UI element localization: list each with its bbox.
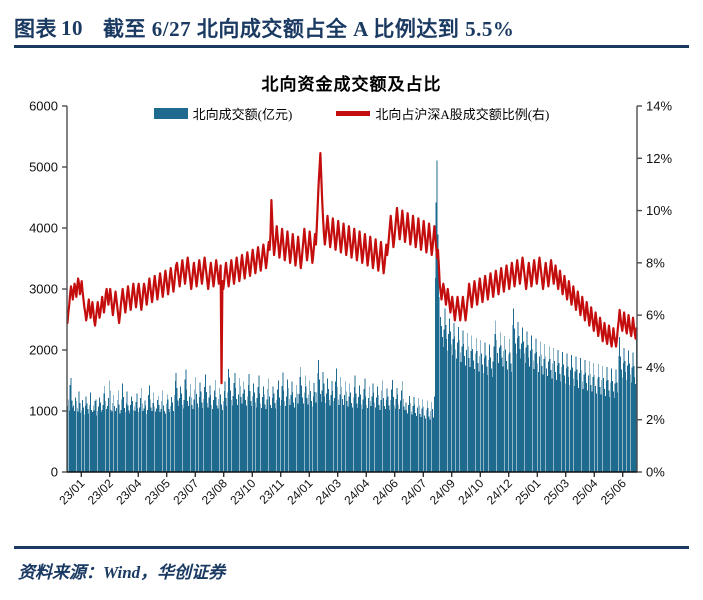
line-series — [66, 151, 638, 385]
y-tick-label-right: 14% — [646, 99, 672, 114]
x-tick-label: 23/11 — [256, 476, 287, 507]
x-tick-label: 24/10 — [455, 476, 486, 507]
header-divider — [14, 45, 689, 48]
x-tick-label: 23/07 — [170, 476, 201, 507]
legend-item-bar: 北向成交额(亿元) — [153, 104, 293, 123]
chart-legend: 北向成交额(亿元) 北向占沪深A股成交额比例(右) — [0, 104, 703, 123]
x-tick-label: 24/07 — [398, 476, 429, 507]
figure-label: 图表 — [14, 17, 57, 41]
chart-container: 北向资金成交额及占比 北向成交额(亿元) 北向占沪深A股成交额比例(右) 0 10… — [0, 52, 703, 542]
x-tick-label: 23/04 — [113, 476, 144, 507]
plot-area: 0 1000 2000 3000 4000 5000 6000 0% 2% 4% 6% 8% 10% 12… — [0, 52, 703, 542]
y-tick-label-left: 5000 — [29, 160, 58, 175]
x-tick-label: 25/06 — [598, 476, 629, 507]
y-tick-label-right: 0% — [646, 465, 665, 480]
x-tick-label: 23/02 — [85, 476, 116, 507]
figure-title: 截至 6/27 北向成交额占全 A 比例达到 5.5% — [103, 17, 515, 41]
x-tick-label: 24/04 — [341, 476, 372, 507]
legend-swatch-bar-icon — [153, 108, 188, 119]
footer-divider — [14, 546, 689, 549]
legend-item-line: 北向占沪深A股成交额比例(右) — [336, 104, 549, 123]
y-tick-label-right: 6% — [646, 308, 665, 323]
chart-title: 北向资金成交额及占比 — [261, 75, 442, 94]
x-tick-label: 25/03 — [541, 476, 572, 507]
y-tick-label-left: 2000 — [29, 343, 58, 358]
x-tick-label: 24/09 — [427, 476, 458, 507]
legend-label-bar: 北向成交额(亿元) — [192, 107, 293, 122]
y-tick-label-left: 3000 — [29, 282, 58, 297]
y-tick-label-left: 6000 — [29, 99, 58, 114]
x-tick-label: 25/01 — [512, 476, 543, 507]
y-tick-label-left: 1000 — [29, 404, 58, 419]
y-tick-label-left: 4000 — [29, 221, 58, 236]
legend-label-line: 北向占沪深A股成交额比例(右) — [375, 107, 550, 122]
x-tick-label: 23/08 — [199, 476, 230, 507]
figure-number: 10 — [61, 15, 83, 40]
x-tick-label: 23/10 — [227, 476, 258, 507]
y-tick-label-right: 8% — [646, 255, 665, 270]
x-tick-label: 24/03 — [313, 476, 344, 507]
bar-series — [67, 160, 637, 472]
x-tick-label: 24/01 — [284, 476, 315, 507]
y-tick-label-right: 4% — [646, 360, 665, 375]
x-tick-label: 24/06 — [370, 476, 401, 507]
x-tick-label: 23/05 — [142, 476, 173, 507]
chart-svg: 0 1000 2000 3000 4000 5000 6000 0% 2% 4% 6% 8% 10% 12… — [29, 99, 672, 508]
figure-header: 图表 10 截至 6/27 北向成交额占全 A 比例达到 5.5% — [14, 8, 689, 48]
source-note: 资料来源：Wind，华创证券 — [18, 563, 226, 582]
y-tick-label-right: 10% — [646, 203, 672, 218]
y-tick-label-left: 0 — [51, 465, 58, 480]
y-tick-label-right: 2% — [646, 412, 665, 427]
legend-swatch-line-icon — [336, 111, 371, 116]
y-tick-label-right: 12% — [646, 151, 672, 166]
x-tick-label: 23/01 — [56, 476, 87, 507]
x-tick-label: 25/04 — [569, 476, 600, 507]
x-tick-label: 24/12 — [484, 476, 515, 507]
